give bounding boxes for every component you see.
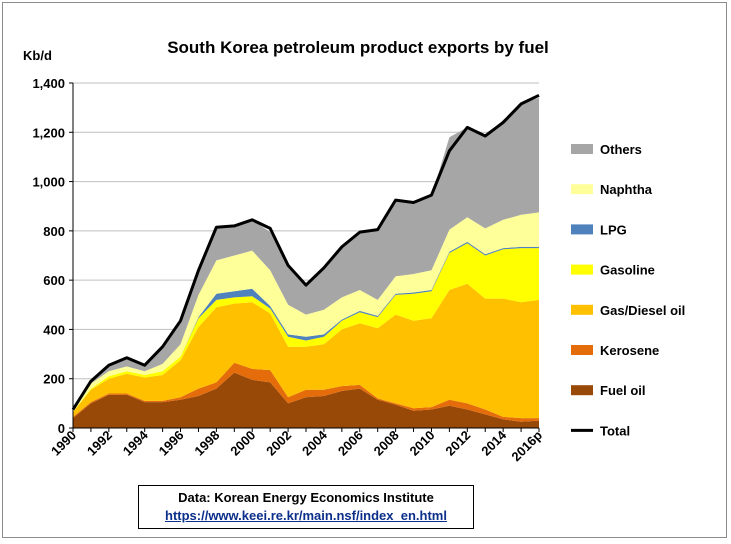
chart-title: South Korea petroleum product exports by… <box>167 38 549 57</box>
x-tick-label: 1992 <box>84 428 115 459</box>
stacked-areas <box>73 97 539 428</box>
legend-label: Gas/Diesel oil <box>600 303 685 318</box>
legend-swatch <box>571 264 593 275</box>
area-gasoline <box>73 243 539 412</box>
legend-swatch <box>571 385 593 396</box>
total-line-layer <box>71 93 540 411</box>
source-link[interactable]: https://www.keei.re.kr/main.nsf/index_en… <box>165 508 447 523</box>
legend-label: Naphtha <box>600 182 653 197</box>
legend-swatch <box>571 224 593 235</box>
y-tick-label: 1,400 <box>32 76 65 91</box>
legend-label: Gasoline <box>600 263 655 278</box>
x-tick-label: 2008 <box>371 428 402 459</box>
area-fuel-oil <box>73 372 539 428</box>
y-tick-label: 0 <box>58 421 65 436</box>
x-tick-label: 1996 <box>156 428 187 459</box>
legend-label: Total <box>600 423 630 438</box>
x-tick-label: 2006 <box>335 428 366 459</box>
y-tick-label: 400 <box>43 322 65 337</box>
legend-label: Fuel oil <box>600 383 646 398</box>
y-axis-label: Kb/d <box>23 48 52 63</box>
total-line <box>71 93 540 411</box>
x-tick-label: 2002 <box>263 428 294 459</box>
area-chart: South Korea petroleum product exports by… <box>23 38 685 464</box>
axes <box>69 82 540 432</box>
x-tick-label: 2012 <box>442 428 473 459</box>
x-tick-label: 2014 <box>478 427 510 459</box>
legend: Others Naphtha LPG Gasoline Gas/Diesel oil Ke… <box>571 142 685 438</box>
x-tick-labels: 1990 1992 1994 1996 1998 2000 2002 2004 2006 2008… <box>48 427 545 464</box>
y-tick-label: 1,200 <box>32 125 65 140</box>
source-box: Data: Korean Energy Economics Institute … <box>138 485 474 529</box>
chart-frame: South Korea petroleum product exports by… <box>2 2 727 538</box>
x-tick-label: 2016p <box>508 427 545 464</box>
legend-swatch <box>571 184 593 195</box>
legend-label: LPG <box>600 222 627 237</box>
x-tick-label: 2000 <box>227 428 258 459</box>
y-tick-label: 800 <box>43 224 65 239</box>
area-kerosene <box>73 362 539 422</box>
y-tick-label: 1,000 <box>32 175 65 190</box>
gridlines <box>73 82 539 380</box>
y-tick-label: 600 <box>43 273 65 288</box>
source-label: Data: Korean Energy Economics Institute <box>178 490 434 505</box>
area-gas-diesel-oil <box>73 283 539 419</box>
x-tick-label: 1994 <box>120 427 152 459</box>
x-tick-label: 2004 <box>299 427 331 459</box>
y-tick-labels: 0 200 400 600 800 1,000 1,200 1,400 <box>32 76 65 436</box>
x-tick-label: 1998 <box>191 428 222 459</box>
area-naphtha <box>73 212 539 412</box>
legend-swatch <box>571 345 593 355</box>
legend-label: Kerosene <box>600 343 659 358</box>
legend-swatch <box>571 304 593 315</box>
x-tick-label: 2010 <box>407 428 438 459</box>
y-tick-label: 200 <box>43 372 65 387</box>
legend-label: Others <box>600 142 642 157</box>
legend-swatch <box>571 144 593 154</box>
x-tick-label: 1990 <box>48 428 79 459</box>
